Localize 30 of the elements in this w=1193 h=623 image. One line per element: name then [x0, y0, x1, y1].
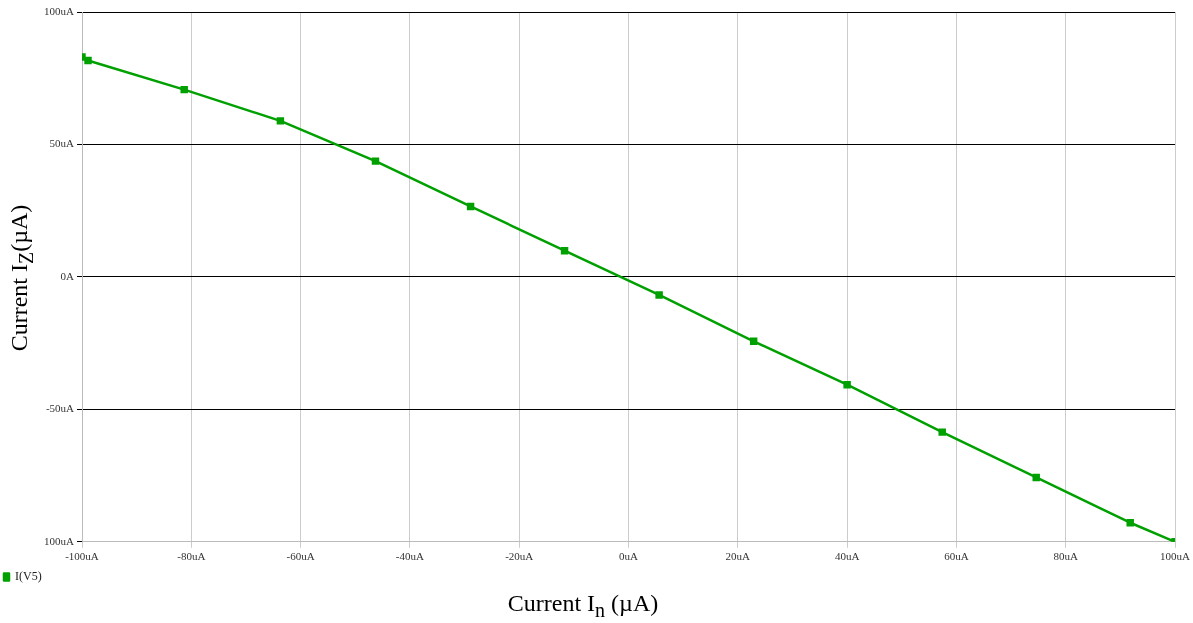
x-tick-label: -100uA [65, 550, 99, 563]
point [276, 117, 285, 125]
point [749, 337, 758, 345]
point [843, 380, 851, 389]
point [560, 246, 569, 255]
y-tick-label: 0A [60, 269, 75, 282]
x-tick-label: 100uA [1160, 550, 1191, 563]
point [938, 428, 946, 436]
y-tick-label: 100uA [44, 534, 75, 547]
point [655, 291, 663, 299]
x-tick-label: -80uA [177, 550, 206, 563]
y-tick-label: 50uA [49, 137, 75, 150]
point [1032, 473, 1040, 482]
legend-label: I(V5) [15, 569, 42, 584]
point [466, 202, 475, 211]
x-axis-title: Current I$_{n}$ (µA) [507, 590, 659, 622]
x-tick-label: -20uA [505, 550, 534, 563]
point [1126, 519, 1134, 527]
point [84, 56, 92, 65]
x-tick-label: 40uA [834, 550, 860, 563]
y-tick-label: 100uA [44, 4, 75, 17]
x-tick-label: -60uA [286, 550, 315, 563]
y-tick-label: -50uA [45, 402, 75, 415]
x-tick-label: 20uA [725, 550, 751, 563]
x-tick-label: 0uA [619, 550, 639, 563]
x-tick-label: 80uA [1053, 550, 1078, 563]
point [371, 157, 380, 165]
point [180, 85, 188, 94]
x-tick-label: 60uA [944, 550, 969, 563]
x-tick-label: -40uA [395, 550, 425, 563]
